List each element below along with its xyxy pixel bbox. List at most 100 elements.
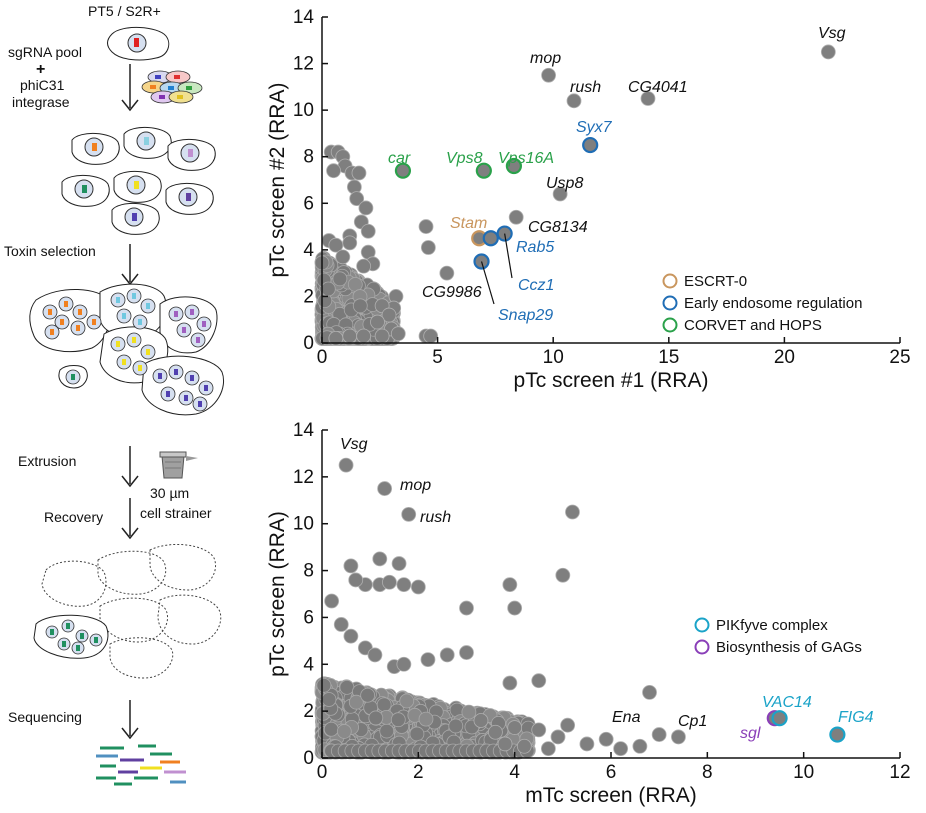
single-cell-icon — [107, 27, 170, 61]
data-point — [316, 677, 332, 693]
x-tick-label: 2 — [413, 762, 424, 783]
data-point — [439, 647, 455, 663]
data-point — [459, 600, 474, 616]
data-point — [423, 328, 439, 344]
gene-label-mop: mop — [400, 477, 431, 494]
x-tick-label: 10 — [543, 347, 564, 368]
data-point — [339, 679, 355, 695]
cell-strainer-icon — [159, 451, 198, 479]
data-point — [420, 240, 436, 255]
gene-point-vps8 — [475, 162, 492, 179]
legend-marker — [662, 273, 678, 289]
gene-label-cg4041: CG4041 — [628, 79, 688, 96]
data-point — [358, 200, 374, 216]
data-point — [356, 258, 372, 274]
data-point — [367, 647, 383, 663]
workflow-diagram: PT5 / S2R+ sgRNA pool + phiC31 integrase — [4, 3, 224, 786]
extrusion-label: Extrusion — [18, 453, 76, 469]
y-axis-title: pTc screen (RRA) — [266, 511, 289, 677]
data-point — [579, 736, 595, 752]
data-point — [348, 572, 364, 588]
legend-marker — [662, 295, 678, 311]
data-point — [473, 713, 489, 728]
gene-label-vps8: Vps8 — [446, 150, 483, 167]
data-point — [420, 652, 436, 667]
data-point — [360, 687, 376, 703]
data-point — [565, 504, 580, 520]
data-point — [336, 724, 352, 739]
gene-leader-line — [504, 233, 513, 279]
data-point — [372, 551, 388, 567]
gene-point-cg8134 — [508, 209, 524, 225]
data-point — [335, 249, 351, 265]
gene-point-rab5 — [482, 230, 499, 247]
gene-point-vac14 — [771, 710, 788, 727]
legend-label: ESCRT-0 — [684, 273, 747, 290]
y-tick-label: 6 — [303, 607, 314, 628]
data-point — [343, 558, 359, 574]
legend-label: Biosynthesis of GAGs — [716, 639, 862, 656]
gene-label-syx7: Syx7 — [576, 119, 613, 136]
plus-sign: + — [36, 61, 45, 78]
data-point — [376, 697, 392, 713]
data-point — [351, 165, 367, 181]
data-point — [321, 692, 337, 707]
data-point — [370, 314, 385, 330]
data-point — [461, 704, 477, 720]
y-tick-label: 10 — [293, 514, 314, 535]
gene-point-vsg — [820, 44, 836, 60]
x-tick-label: 0 — [317, 762, 328, 783]
data-point — [360, 223, 376, 239]
data-point — [396, 577, 412, 593]
y-tick-label: 14 — [293, 420, 315, 441]
strainer-name-label: cell strainer — [140, 505, 212, 521]
y-tick-label: 4 — [303, 654, 314, 675]
x-tick-label: 8 — [702, 762, 713, 783]
data-point — [502, 675, 518, 691]
data-point — [555, 567, 571, 583]
data-point — [391, 556, 407, 571]
data-point — [368, 710, 384, 726]
recovery-label: Recovery — [44, 509, 103, 525]
gene-label-vps16a: Vps16A — [498, 150, 554, 167]
gene-label-fig4: FIG4 — [838, 709, 874, 726]
data-point — [332, 271, 348, 287]
legend: PIKfyve complex Biosynthesis of GAGs — [694, 617, 862, 656]
x-tick-label: 6 — [606, 762, 617, 783]
data-point — [342, 328, 358, 344]
data-point — [390, 326, 406, 342]
data-point — [342, 235, 358, 251]
gene-point-cg4041 — [640, 91, 656, 106]
data-point — [507, 720, 523, 735]
sequencing-reads-icon — [96, 744, 186, 786]
gene-point-cp1 — [651, 727, 667, 742]
x-tick-label: 5 — [432, 347, 443, 368]
gene-label-cp1: Cp1 — [678, 713, 707, 730]
gene-point-ena — [642, 685, 657, 700]
data-point — [550, 729, 566, 745]
data-point — [333, 617, 349, 632]
gene-label-rush: rush — [570, 79, 601, 96]
pool-line3: integrase — [12, 94, 70, 110]
scatter-points — [321, 144, 439, 346]
strainer-size-label: 30 µm — [150, 485, 189, 501]
gene-point-vsg — [338, 457, 354, 473]
y-tick-label: 0 — [303, 748, 314, 769]
data-point — [323, 721, 339, 737]
data-point — [409, 726, 425, 742]
gene-label-sgl: sgl — [740, 725, 761, 742]
gene-point-cg9986 — [439, 265, 455, 281]
data-point — [390, 712, 406, 728]
gene-label-usp8: Usp8 — [546, 175, 583, 192]
gene-point-mop — [541, 67, 556, 83]
y-tick-label: 10 — [293, 100, 314, 121]
gene-label-vsg: Vsg — [340, 436, 368, 453]
data-point — [324, 593, 340, 609]
x-axis-title: mTc screen (RRA) — [525, 784, 697, 807]
data-point — [560, 717, 576, 733]
gene-label-mop: mop — [530, 50, 561, 67]
gene-label-stam: Stam — [450, 215, 487, 232]
scatter-points — [324, 504, 686, 757]
